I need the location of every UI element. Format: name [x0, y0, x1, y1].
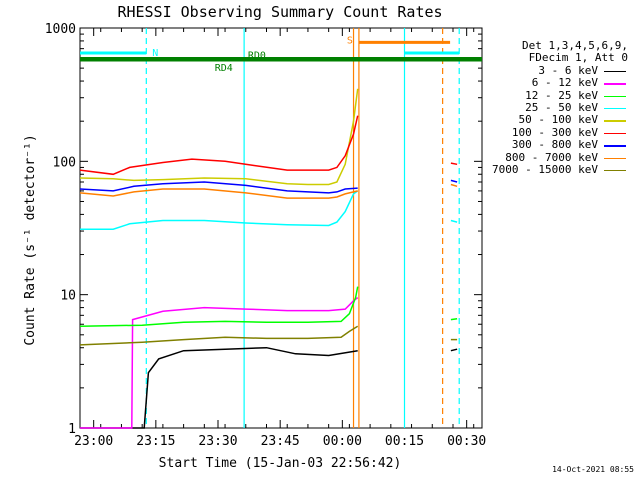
series-line — [450, 317, 458, 321]
legend-label: 300 - 800 keV — [511, 138, 598, 152]
series-line — [80, 346, 358, 429]
legend-label: 3 - 6 keV — [538, 63, 598, 77]
series-line — [79, 188, 358, 199]
series-line — [80, 190, 359, 230]
y-tick-label: 1 — [68, 422, 76, 437]
legend-item: 25 - 50 keV — [478, 100, 628, 114]
series-group — [79, 88, 458, 429]
x-tick-label: 00:00 — [323, 434, 362, 449]
x-tick-label: 23:30 — [198, 434, 237, 449]
legend-swatch — [604, 70, 626, 73]
x-axis-label: Start Time (15-Jan-03 22:56:42) — [159, 456, 402, 471]
x-axis-ticks: 23:00 23:15 23:30 23:45 00:00 00:15 00:30 — [74, 28, 486, 449]
series-line — [79, 286, 359, 327]
legend-label: 50 - 100 keV — [518, 113, 598, 127]
legend-swatch — [604, 120, 626, 122]
chart-title: RHESSI Observing Summary Count Rates — [117, 3, 442, 21]
legend-swatch — [604, 145, 626, 147]
flag-label: RD0 — [248, 51, 266, 62]
legend: Det 1,3,4,5,6,9, FDecim 1, Att 0 3 - 6 k… — [478, 39, 628, 176]
footer-date: 14-Oct-2021 08:55 — [552, 465, 634, 474]
legend-header-1: Det 1,3,4,5,6,9, — [478, 39, 628, 52]
flag-label: RD4 — [215, 63, 233, 74]
legend-item: 800 - 7000 keV — [478, 150, 628, 164]
legend-item: 12 - 25 keV — [478, 88, 628, 102]
y-tick-label: 1000 — [45, 22, 76, 37]
legend-item: 100 - 300 keV — [478, 125, 628, 139]
series-line — [80, 297, 359, 429]
legend-label: 12 - 25 keV — [525, 88, 598, 102]
legend-item: 300 - 800 keV — [478, 138, 628, 152]
legend-label: 25 - 50 keV — [525, 100, 598, 114]
legend-label: 6 - 12 keV — [531, 76, 598, 90]
flag-lines: N S RD0 RD4 — [80, 35, 482, 74]
legend-header-2: FDecim 1, Att 0 — [478, 51, 628, 65]
legend-swatch — [604, 157, 626, 160]
x-tick-label: 00:30 — [447, 434, 486, 449]
y-axis-label: Count Rate (s⁻¹ detector⁻¹) — [23, 134, 38, 345]
y-axis-ticks: 1 10 100 1000 — [45, 22, 482, 437]
x-tick-label: 23:45 — [261, 434, 300, 449]
legend-swatch — [604, 107, 626, 110]
legend-item: 6 - 12 keV — [478, 76, 628, 90]
series-line — [79, 325, 359, 346]
series-line — [450, 348, 458, 352]
vertical-markers — [145, 28, 460, 428]
legend-label: 7000 - 15000 keV — [492, 162, 598, 176]
legend-item: 50 - 100 keV — [478, 113, 628, 127]
legend-swatch — [604, 169, 626, 172]
legend-header-text: Det 1,3,4,5,6,9, — [522, 39, 628, 52]
legend-label: 100 - 300 keV — [511, 125, 598, 139]
legend-header-text: FDecim 1, Att 0 — [528, 51, 628, 65]
flag-label: S — [347, 35, 353, 46]
plot-frame — [79, 27, 483, 429]
flag-label: N — [152, 48, 158, 59]
series-line — [79, 181, 358, 194]
legend-swatch — [604, 83, 626, 85]
legend-item: 7000 - 15000 keV — [478, 162, 628, 176]
legend-item: 3 - 6 keV — [478, 63, 628, 77]
x-tick-label: 23:15 — [136, 434, 175, 449]
x-tick-label: 23:00 — [74, 434, 113, 449]
series-line — [450, 219, 458, 223]
y-tick-label: 10 — [60, 289, 76, 304]
series-line — [450, 179, 458, 183]
y-tick-label: 100 — [53, 155, 76, 170]
legend-swatch — [604, 95, 626, 98]
series-line — [450, 183, 458, 188]
series-line — [79, 88, 359, 186]
series-line — [79, 115, 359, 176]
x-tick-label: 00:15 — [385, 434, 424, 449]
legend-label: 800 - 7000 keV — [505, 150, 598, 164]
legend-swatch — [604, 132, 626, 135]
series-line — [450, 162, 458, 166]
